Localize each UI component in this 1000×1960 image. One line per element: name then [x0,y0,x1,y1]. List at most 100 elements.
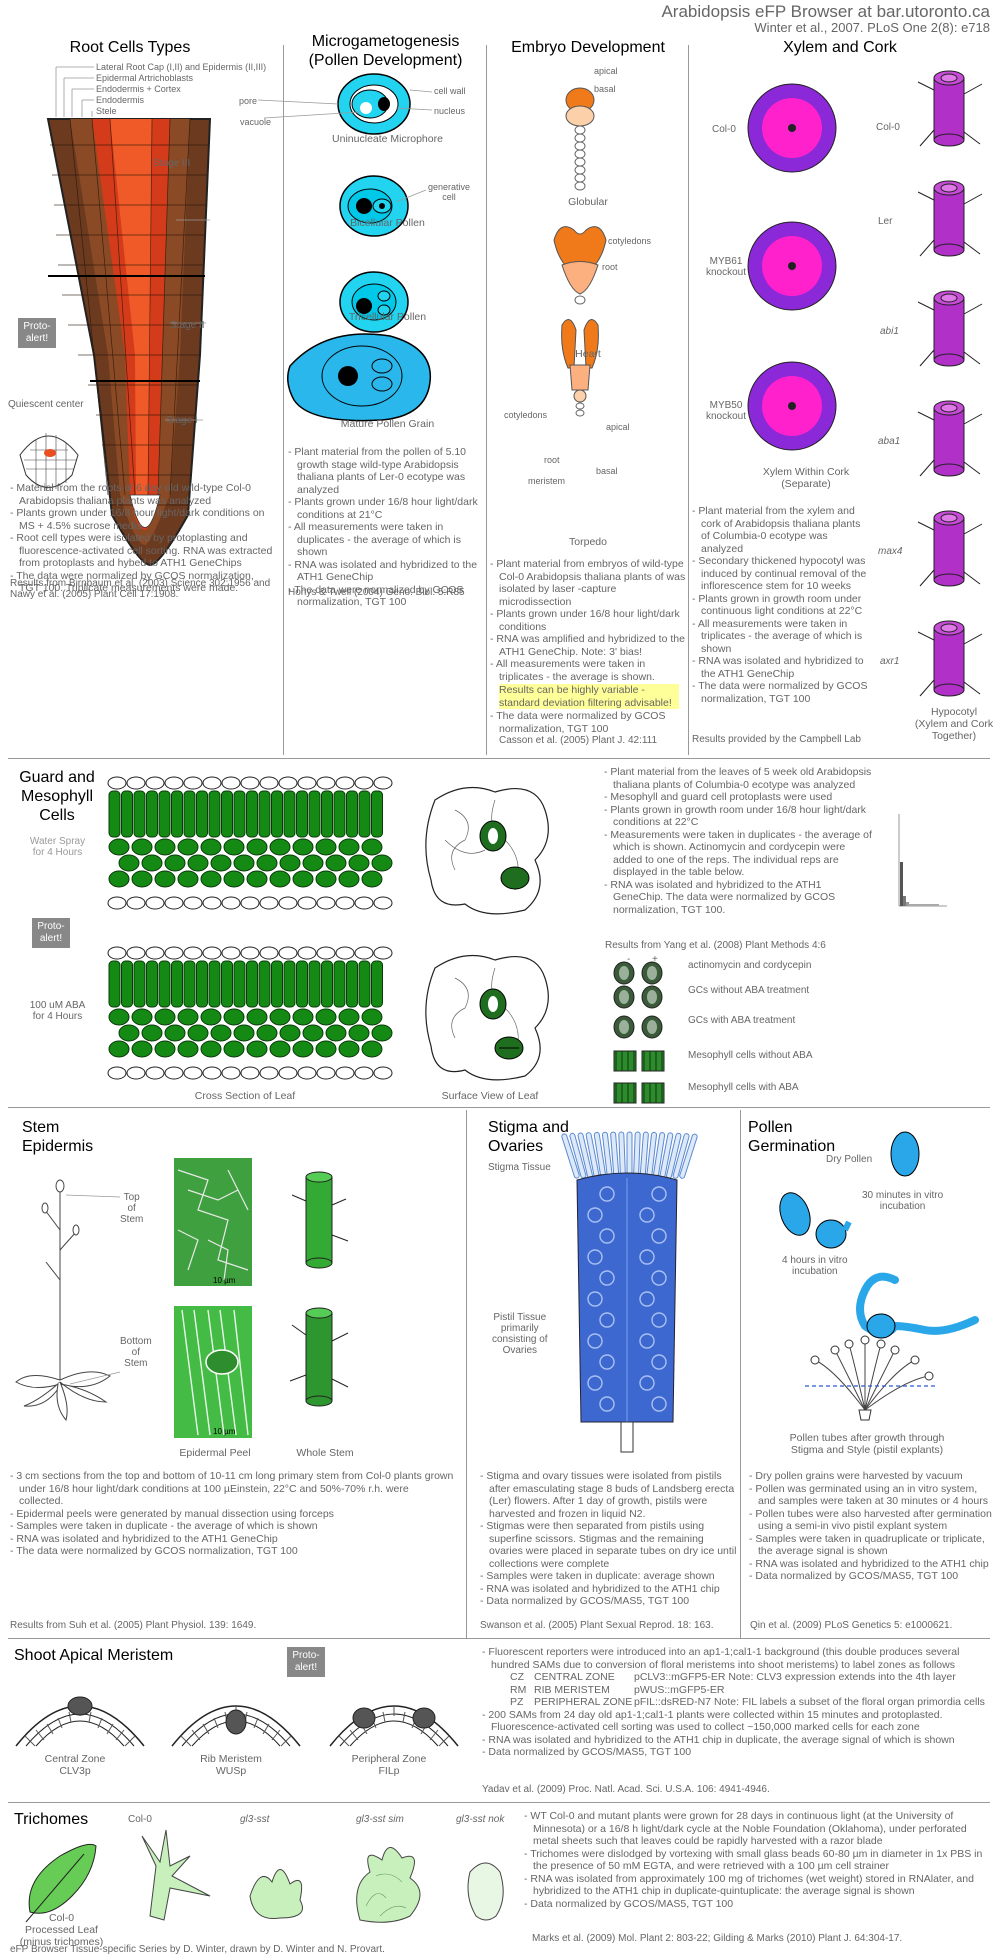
sample-label: abi1 [880,326,899,337]
vacuole-label: vacuole [240,117,272,127]
leaf-cross-section [107,776,393,1080]
sample-label: aba1 [878,436,901,447]
stigma-tissue-label: Stigma Tissue [488,1162,551,1173]
footer-credit: eFP Browser Tissue-specific Series by D.… [10,1944,385,1955]
root-diagram [19,66,212,567]
divider [8,758,990,759]
stage-caption: Tricellular Pollen [348,311,427,323]
sample-label: axr1 [880,656,900,667]
note-item: Plants grown under 16/8 hour light/dark … [10,507,275,532]
aba-label: 100 uM ABA for 4 Hours [29,1000,86,1022]
note-item: Samples were taken in duplicate: average… [480,1570,738,1583]
zone-code: RM [510,1683,527,1696]
zone-name: CENTRAL ZONE [534,1671,615,1683]
cotyledons-label: cotyledons [608,236,652,246]
quiescent-label: Quiescent center [8,399,84,410]
note-item: Trichomes were dislodged by vortexing wi… [524,1848,989,1873]
note-item: Stigmas were then separated from pistils… [480,1520,738,1570]
note-item: Plant material from embryos of wild-type… [490,558,686,608]
note-item: Measurements were taken in duplicates - … [604,829,874,879]
table-row-label: actinomycin and cordycepin [688,960,812,971]
pollen-title: Microgametogenesis (Pollen Development) [308,33,463,69]
zone-caption: Rib Meristem WUSp [200,1753,262,1777]
embryo-notes: Plant material from embryos of wild-type… [490,558,686,683]
note-item: The data were normalized by GCOS normali… [490,710,686,735]
root-citation: Results from Birnbaum et al. (2003) Scie… [10,578,271,600]
proto-alert-badge: Proto- alert! [18,318,56,348]
basal-label: basal [596,466,618,476]
generative-label: generative cell [428,182,471,202]
surface-caption: Surface View of Leaf [441,1090,539,1102]
apical-label: apical [606,422,630,432]
guard-title: Guard and Mesophyll Cells [19,769,95,824]
embryo-notes-2: The data were normalized by GCOS normali… [490,710,686,735]
note-item: Plants grown in growth room under contin… [692,593,872,618]
stigma-title: Stigma and Ovaries [488,1119,569,1155]
treatment-icons [613,961,665,1104]
sample-label: MYB50 knockout [706,400,747,422]
page-title: Arabidopsis eFP Browser at bar.utoronto.… [661,2,990,21]
divider [486,45,487,755]
xylem-title: Xylem and Cork [783,39,897,56]
zone-code: CZ [510,1671,524,1683]
zone-name: RIB MERISTEM [534,1683,610,1696]
legend-item: Endodermis [96,95,145,105]
note-item: Stigma and ovary tissues were isolated f… [480,1470,738,1520]
pollen-notes: Plant material from the pollen of 5.10 g… [288,446,484,609]
apical-label: apical [594,66,618,76]
note-item: RNA was isolated and hybridized to the A… [10,1533,455,1546]
mini-histogram [898,814,947,907]
note-item: The data were normalized by GCOS normali… [10,570,275,595]
note-item: Data normalized by GCOS/MAS5, TGT 100 [749,1570,994,1583]
sam-notes: Fluorescent reporters were introduced in… [482,1646,987,1759]
trich-title: Trichomes [14,1811,89,1828]
pollen-citation: Honys & Twell (2004) Geno. Biol. 5:R85 [288,587,465,598]
trichome-drawings [25,1829,504,1923]
sample-label: Ler [878,216,893,227]
divider [466,1110,467,1638]
sample-label: Col-0 [712,124,736,135]
stage-caption: Mature Pollen Grain [340,418,435,430]
table-row-label: GCs with ABA treatment [688,1015,796,1026]
cotyledons-label: cotyledons [504,410,548,420]
tubes-caption: Pollen tubes after growth through Stigma… [789,1432,945,1456]
sample-label: MYB61 knockout [706,256,747,278]
note-item: Pollen was germinated using an in vitro … [749,1483,994,1508]
note-item: Mesophyll and guard cell protoplasts wer… [604,791,874,804]
note-item: Data normalized by GCOS/MAS5, TGT 100 [480,1595,738,1608]
note-item: The data were normalized by GCOS normali… [692,680,872,705]
divider [8,1107,990,1108]
note-item: Plants grown under 16/8 hour light/dark … [490,608,686,633]
stigma-citation: Swanson et al. (2005) Plant Sexual Repro… [480,1620,714,1631]
divider [740,1110,741,1638]
sample-label: max4 [878,546,903,557]
xylem-notes: Plant material from the xylem and cork o… [692,505,872,705]
peel-caption: Epidermal Peel [179,1447,251,1459]
stage-caption: Globular [568,196,608,208]
table-head-minus: - [627,954,631,965]
zone-caption: Central Zone CLV3p [44,1753,106,1777]
note-item: Fluorescent reporters were introduced in… [482,1646,987,1671]
dry-pollen-label: Dry Pollen [826,1154,873,1165]
proto-alert-badge: Proto- alert! [287,1647,325,1677]
legend-item: Lateral Root Cap (I,II) and Epidermis (I… [96,62,267,72]
pistil-diagram [561,1131,698,1453]
sam-intro: Fluorescent reporters were introduced in… [482,1646,987,1671]
note-item: Plant material from the pollen of 5.10 g… [288,446,484,496]
note-item: RNA was isolated and hybridized to the A… [480,1583,738,1596]
hypocotyl-caption: Hypocotyl (Xylem and Cork Together) [914,706,994,742]
note-item: RNA was isolated and hybridized to the A… [482,1734,987,1747]
root-label: root [602,262,618,272]
stage-label: Stage I [166,415,198,426]
note-item: Epidermal peels were generated by manual… [10,1508,455,1521]
note-item: The data were normalized by GCOS normali… [288,584,484,609]
root-notes: Material from the roots of 6 day old wil… [10,482,275,595]
note-item: Samples were taken in duplicate - the av… [10,1520,455,1533]
note-item: Pollen tubes were also harvested after g… [749,1508,994,1533]
min30-label: 30 minutes in vitro incubation [862,1190,944,1212]
stigma-notes: Stigma and ovary tissues were isolated f… [480,1470,738,1608]
note-item: Data normalized by GCOS/MAS5, TGT 100 [524,1898,989,1911]
scale-bar-label: 10 µm [213,1276,236,1285]
cross-caption: Cross Section of Leaf [194,1090,296,1102]
trichome-type-label: gl3-sst [240,1814,270,1825]
